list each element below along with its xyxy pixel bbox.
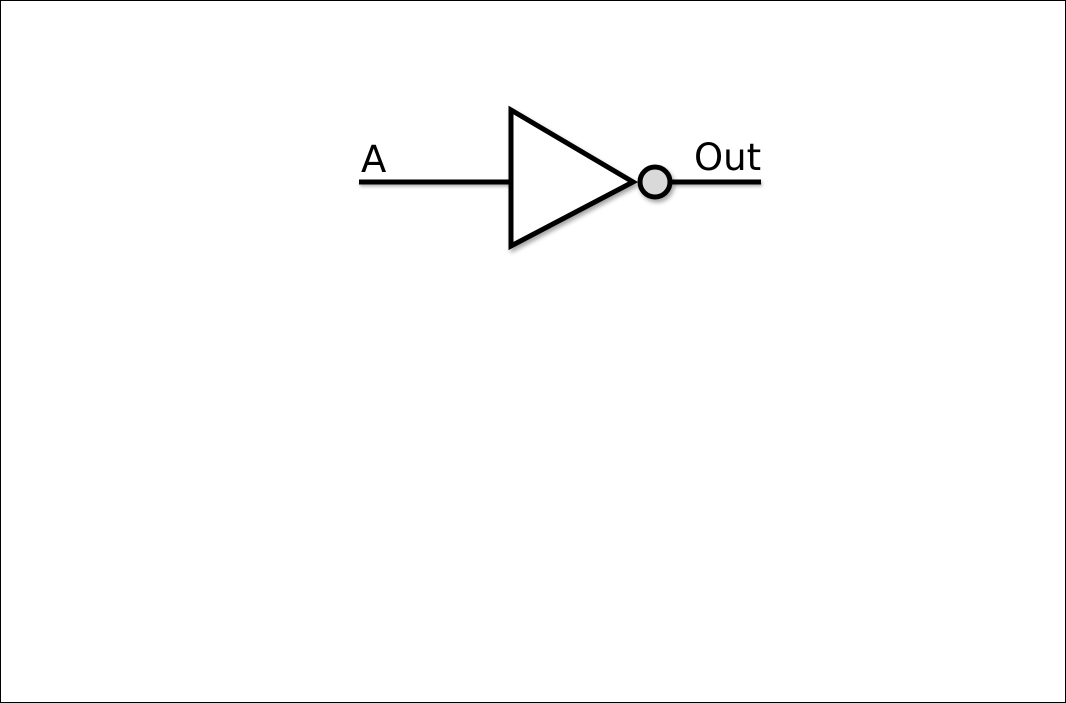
output-label: Out	[694, 136, 762, 179]
input-label: A	[361, 138, 387, 181]
inversion-bubble	[637, 164, 673, 200]
not-gate-triangle	[508, 105, 639, 251]
